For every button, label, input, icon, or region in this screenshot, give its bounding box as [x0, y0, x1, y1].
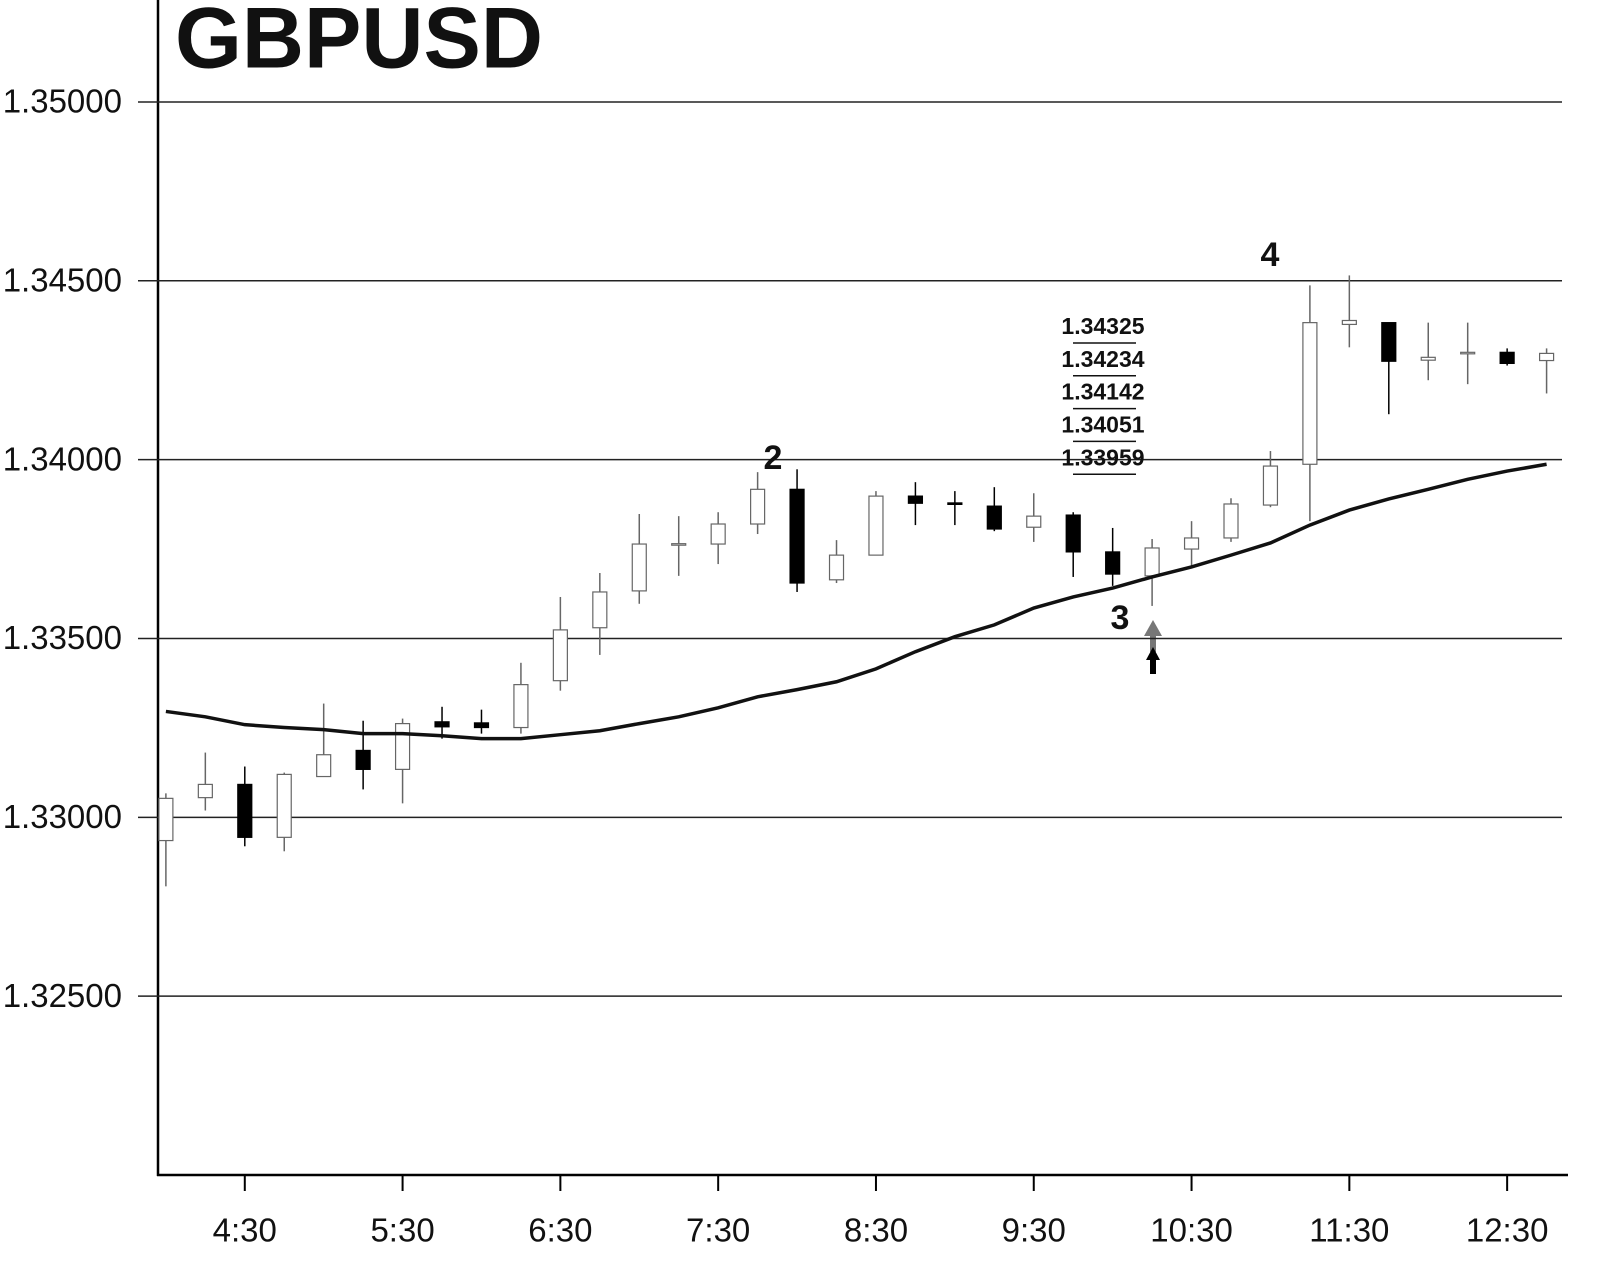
candle-body	[671, 543, 687, 546]
x-tick-label: 12:30	[1466, 1212, 1549, 1249]
candle-body	[1144, 547, 1160, 577]
candle-body	[1223, 503, 1239, 539]
candle-body	[1065, 514, 1081, 553]
x-tick-label: 10:30	[1150, 1212, 1233, 1249]
price-level-label: 1.34142	[1061, 379, 1144, 405]
candle-body	[276, 773, 292, 838]
candle-body	[1538, 352, 1555, 362]
candle-body	[789, 488, 805, 584]
candle-body	[513, 684, 529, 729]
candle-body	[394, 722, 411, 770]
price-level-label: 1.33959	[1061, 444, 1144, 470]
candle-body	[1302, 322, 1318, 465]
candle-body	[1341, 319, 1357, 326]
candle-body	[1026, 515, 1042, 528]
candle-body	[1183, 537, 1200, 550]
y-tick-label: 1.32500	[3, 977, 122, 1014]
annotation: 4	[1261, 236, 1280, 274]
candle-body	[158, 797, 174, 842]
candle-body	[1262, 465, 1279, 506]
y-tick-label: 1.34500	[3, 262, 122, 299]
arrow	[1144, 620, 1162, 652]
x-tick-label: 4:30	[213, 1212, 277, 1249]
candle-body	[473, 722, 490, 729]
arrow	[1146, 647, 1160, 674]
candle-body	[868, 495, 884, 556]
price-level-label: 1.34325	[1061, 313, 1144, 339]
x-tick-label: 9:30	[1002, 1212, 1066, 1249]
price-level-label: 1.34051	[1061, 411, 1144, 437]
annotation: 3	[1111, 599, 1130, 637]
x-tick-label: 6:30	[528, 1212, 592, 1249]
chart-title: GBPUSD	[175, 0, 543, 87]
x-tick-label: 11:30	[1309, 1212, 1389, 1249]
x-tick-label: 8:30	[844, 1212, 908, 1249]
y-tick-label: 1.33000	[3, 798, 122, 835]
moving-average-line	[165, 462, 1547, 741]
y-tick-label: 1.33500	[3, 619, 122, 656]
candle-body	[434, 721, 450, 728]
candle-body	[1420, 356, 1436, 361]
candle-body	[316, 754, 332, 778]
candle-body	[986, 505, 1002, 530]
price-level-label: 1.34234	[1061, 346, 1144, 372]
candle-body	[1381, 322, 1397, 362]
y-tick-label: 1.34000	[3, 440, 122, 477]
candle-body	[907, 495, 924, 504]
candle-body	[197, 783, 213, 799]
candle-body	[828, 554, 845, 581]
x-tick-label: 5:30	[370, 1212, 434, 1249]
annotation: 2	[764, 439, 783, 477]
candle-body	[237, 783, 253, 838]
signal-arrows	[1144, 620, 1162, 674]
candle-body	[552, 629, 568, 682]
candle-body	[355, 749, 371, 770]
x-tick-label: 7:30	[686, 1212, 750, 1249]
candle-body	[750, 488, 766, 525]
candle-body	[1499, 351, 1515, 365]
candle-body	[710, 523, 726, 545]
candle-body	[1460, 351, 1476, 355]
candle-body	[631, 543, 647, 592]
candle-body	[1105, 551, 1121, 575]
candle-body	[947, 502, 963, 506]
candle-body	[592, 591, 608, 629]
y-tick-label: 1.35000	[3, 83, 122, 120]
